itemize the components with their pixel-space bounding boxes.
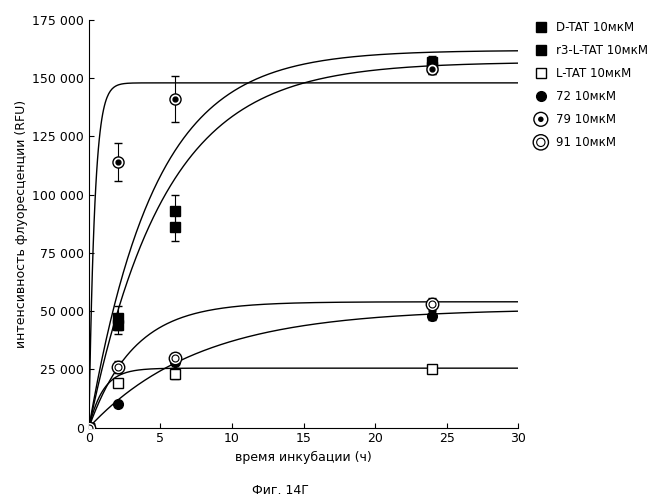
X-axis label: время инкубации (ч): время инкубации (ч) <box>235 451 372 464</box>
Y-axis label: интенсивность флуоресценции (RFU): интенсивность флуоресценции (RFU) <box>15 100 28 348</box>
Legend: D-TAT 10мкМ, r3-L-TAT 10мкМ, L-TAT 10мкМ, 72 10мкМ, 79 10мкМ, 91 10мкМ: D-TAT 10мкМ, r3-L-TAT 10мкМ, L-TAT 10мкМ… <box>528 18 651 153</box>
Text: Фиг. 14Г: Фиг. 14Г <box>251 484 309 497</box>
